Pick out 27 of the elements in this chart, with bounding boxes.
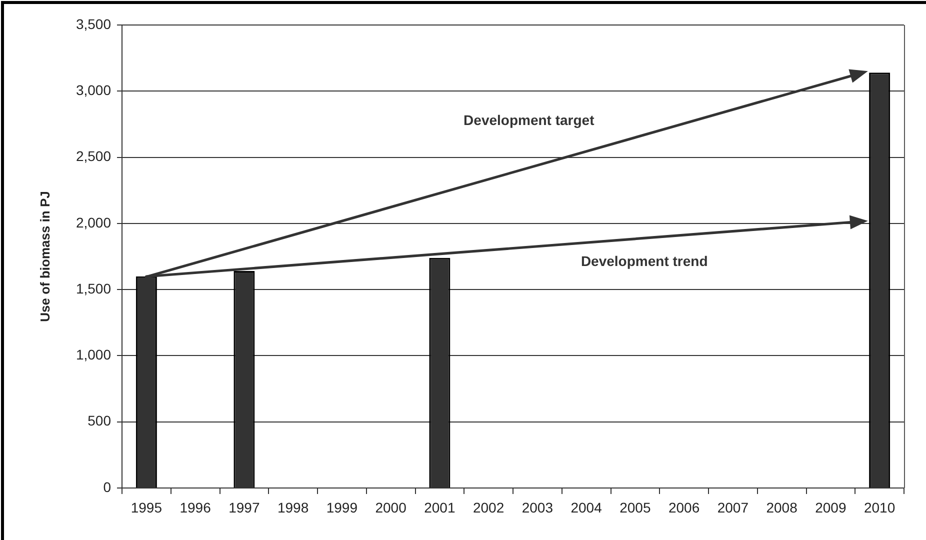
x-tick-label: 2005 — [620, 499, 651, 516]
x-tick-label: 2006 — [668, 499, 700, 516]
x-tick-label: 1997 — [228, 499, 260, 516]
y-tick-label: 0 — [103, 478, 112, 495]
y-tick-label: 1,500 — [76, 280, 112, 296]
x-tick-label: 2000 — [375, 499, 407, 516]
y-tick-label: 2,500 — [76, 148, 112, 164]
x-tick-label: 1996 — [180, 499, 212, 516]
annotation: Development trend — [580, 252, 708, 269]
annotation: Development target — [464, 112, 595, 128]
x-tick-label: 2010 — [864, 499, 896, 516]
y-tick-label: 3,500 — [76, 16, 112, 32]
y-tick-label: 500 — [88, 412, 112, 429]
x-tick-label: 2001 — [424, 499, 456, 516]
x-tick-label: 2009 — [815, 499, 846, 516]
x-tick-label: 2008 — [766, 499, 798, 516]
x-tick-label: 2004 — [570, 499, 602, 516]
y-tick-label: 1,000 — [76, 346, 112, 363]
x-tick-label: 2003 — [522, 499, 554, 516]
y-tick-label: 3,000 — [76, 82, 112, 98]
x-tick-label: 2002 — [472, 499, 504, 516]
y-axis-title: Use of biomass in PJ — [37, 191, 52, 322]
y-tick-label: 2,000 — [76, 214, 112, 230]
x-tick-label: 1999 — [326, 499, 358, 516]
x-tick-label: 1995 — [130, 499, 162, 516]
x-tick-label: 1998 — [277, 499, 309, 516]
x-tick-label: 2007 — [717, 499, 749, 516]
